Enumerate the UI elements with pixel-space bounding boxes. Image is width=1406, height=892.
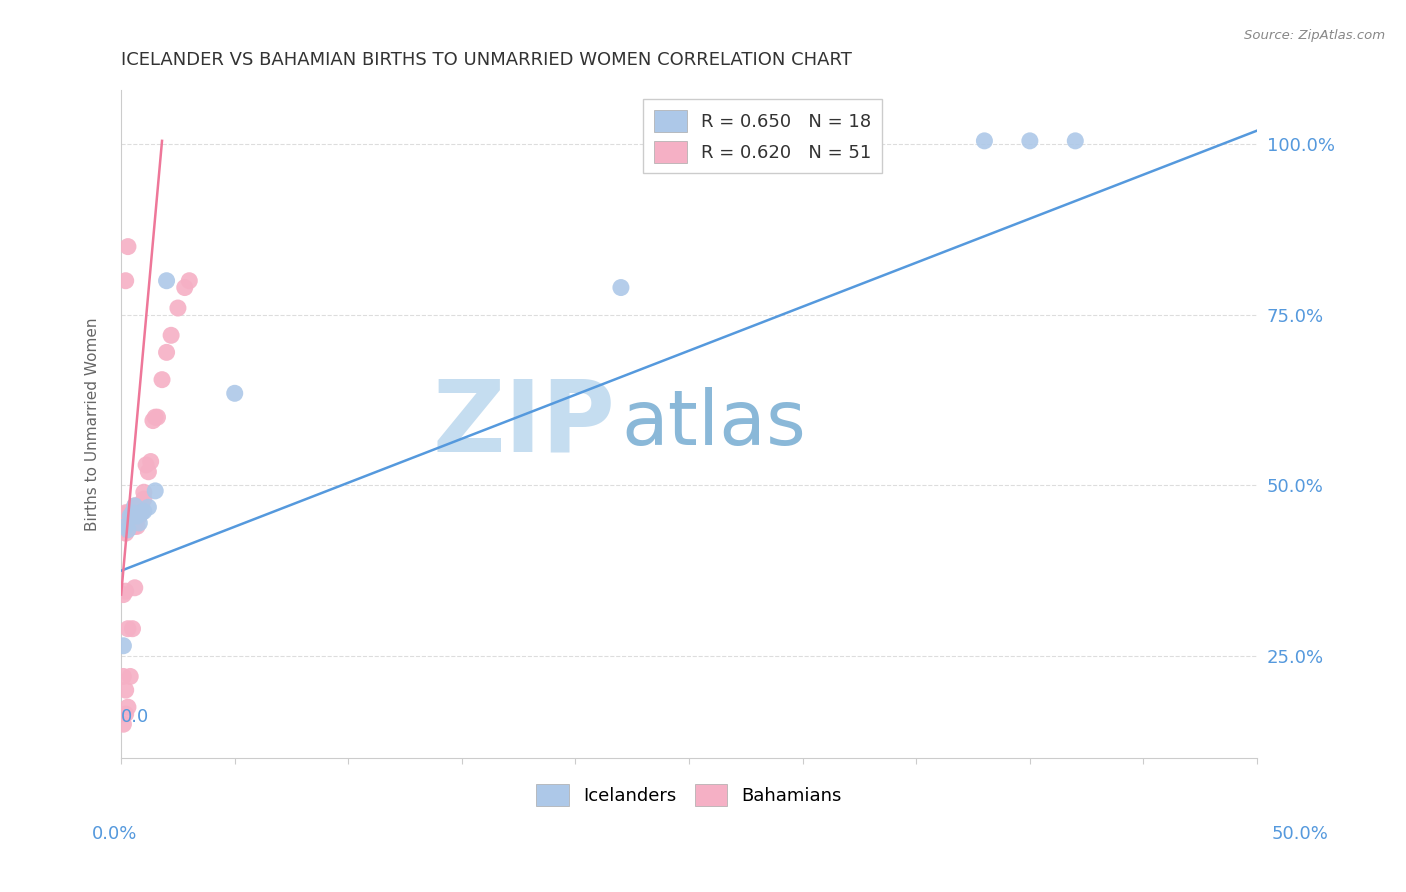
Point (117, 239, 139, 253)
Point (112, 509, 135, 524)
Text: atlas: atlas (621, 387, 806, 461)
Point (124, 499, 146, 513)
Point (142, 414, 165, 428)
Point (121, 506, 143, 520)
Point (160, 328, 183, 343)
Point (150, 373, 173, 387)
Point (114, 519, 136, 533)
Point (120, 509, 142, 524)
Point (143, 410, 166, 425)
Point (138, 500, 160, 515)
Point (139, 454, 162, 468)
Point (128, 509, 150, 524)
Point (610, 280, 633, 294)
Point (117, 509, 139, 524)
Point (121, 519, 143, 533)
Text: 50.0%: 50.0% (1272, 825, 1329, 843)
Point (1018, 134, 1040, 148)
Text: ZIP: ZIP (433, 376, 616, 473)
Point (155, 274, 177, 288)
Point (138, 465, 160, 479)
Point (114, 526, 136, 541)
Point (120, 509, 142, 524)
Point (124, 519, 146, 533)
Legend: Icelanders, Bahamians: Icelanders, Bahamians (529, 776, 849, 813)
Point (132, 491, 155, 506)
Text: 0.0: 0.0 (121, 708, 149, 726)
Point (121, 509, 143, 524)
Point (128, 516, 150, 530)
Point (131, 506, 153, 520)
Point (117, 506, 139, 520)
Point (112, 717, 135, 731)
Point (120, 506, 142, 520)
Point (120, 669, 142, 683)
Point (117, 622, 139, 636)
Point (114, 584, 136, 599)
Point (173, 280, 195, 294)
Point (125, 519, 148, 533)
Text: 0.0%: 0.0% (91, 825, 136, 843)
Point (114, 274, 136, 288)
Point (973, 134, 995, 148)
Text: Source: ZipAtlas.com: Source: ZipAtlas.com (1244, 29, 1385, 42)
Point (117, 700, 139, 714)
Point (114, 506, 136, 520)
Point (132, 485, 155, 500)
Point (114, 512, 136, 526)
Point (112, 588, 135, 602)
Point (120, 519, 142, 533)
Point (131, 499, 153, 513)
Point (125, 499, 148, 513)
Point (179, 274, 201, 288)
Point (112, 669, 135, 683)
Point (146, 410, 169, 425)
Point (131, 506, 153, 520)
Point (117, 519, 139, 533)
Point (124, 499, 146, 513)
Point (112, 639, 135, 653)
Point (121, 622, 143, 636)
Point (135, 458, 157, 472)
Point (125, 509, 148, 524)
Point (224, 386, 246, 401)
Point (114, 683, 136, 698)
Point (117, 523, 139, 537)
Point (112, 523, 135, 537)
Point (128, 499, 150, 513)
Point (1064, 134, 1087, 148)
Point (167, 301, 190, 315)
Point (124, 509, 146, 524)
Point (143, 483, 166, 498)
Point (114, 706, 136, 721)
Point (155, 345, 177, 359)
Point (124, 581, 146, 595)
Point (132, 504, 155, 518)
Point (125, 509, 148, 524)
Text: ICELANDER VS BAHAMIAN BIRTHS TO UNMARRIED WOMEN CORRELATION CHART: ICELANDER VS BAHAMIAN BIRTHS TO UNMARRIE… (121, 51, 852, 69)
Point (121, 506, 143, 520)
Y-axis label: Births to Unmarried Women: Births to Unmarried Women (86, 318, 100, 531)
